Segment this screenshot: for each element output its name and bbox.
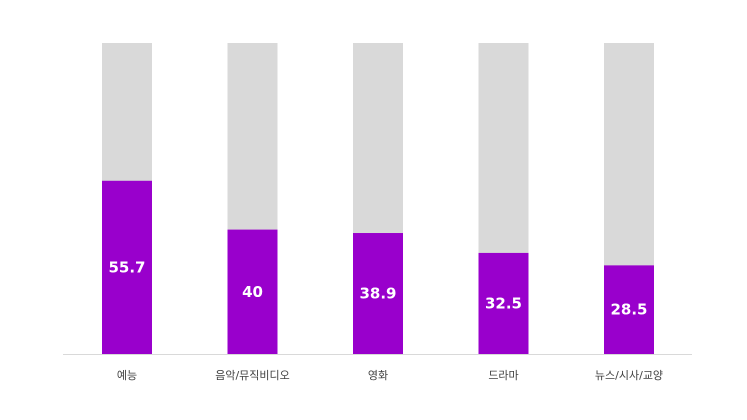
bar-value [227,229,278,354]
data-label: 55.7 [108,258,145,276]
x-tick-label: 영화 [368,369,388,382]
x-tick-label: 예능 [117,369,137,382]
x-tick-label: 뉴스/시사/교양 [595,369,663,382]
bar-value [102,180,152,354]
data-label: 38.9 [359,285,396,303]
bars-group: 55.7 예능 40 음악/뮤직비디오 38.9 영화 32.5 드라마 28.5 뉴스/시사/교… [102,43,663,382]
bar-value [478,252,529,354]
bar-value [353,233,403,354]
x-tick-label: 드라마 [488,369,518,382]
x-tick-label: 음악/뮤직비디오 [215,369,290,382]
data-label: 32.5 [485,294,522,312]
bar-value [604,265,654,354]
data-label: 28.5 [610,301,647,319]
data-label: 40 [242,283,263,301]
